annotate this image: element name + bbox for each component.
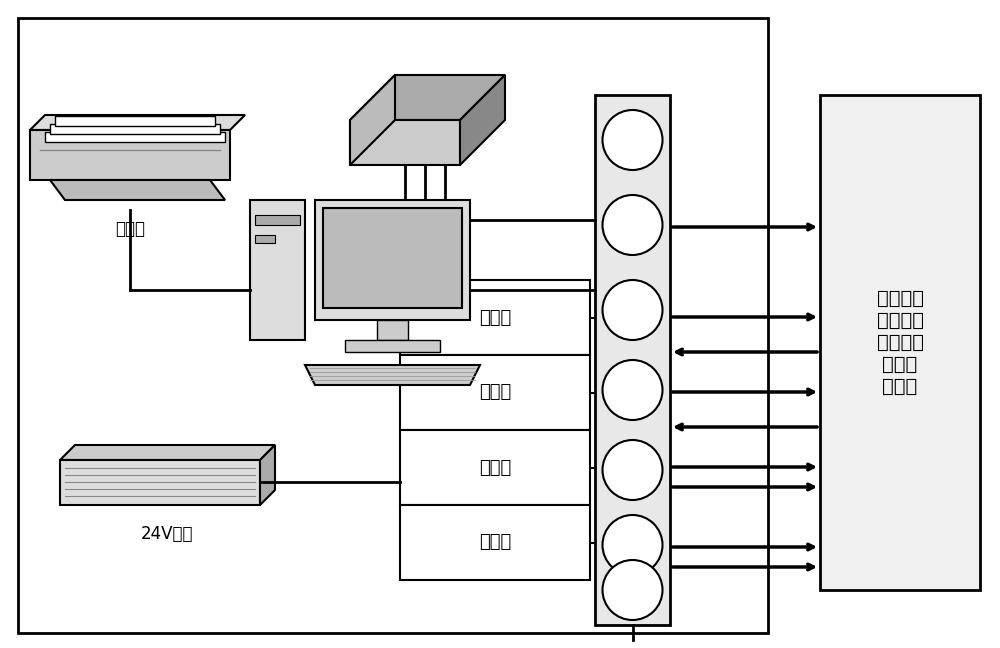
Bar [400, 430, 590, 505]
Polygon shape [60, 445, 275, 460]
Bar [820, 95, 980, 590]
Text: 24V电源: 24V电源 [141, 525, 193, 543]
Bar [315, 200, 470, 320]
Polygon shape [60, 460, 260, 505]
Circle shape [602, 440, 662, 500]
Circle shape [602, 280, 662, 340]
Bar [400, 355, 590, 430]
Circle shape [602, 360, 662, 420]
Bar [323, 208, 462, 308]
Circle shape [602, 560, 662, 620]
Polygon shape [460, 75, 505, 165]
Bar [255, 215, 300, 225]
Text: 打印机: 打印机 [115, 220, 145, 238]
Polygon shape [30, 130, 230, 180]
Polygon shape [50, 180, 225, 200]
Bar [400, 280, 590, 355]
Polygon shape [45, 132, 225, 142]
Polygon shape [260, 445, 275, 505]
Circle shape [602, 195, 662, 255]
Bar [595, 95, 670, 625]
Bar [255, 235, 275, 243]
Polygon shape [305, 365, 480, 385]
Polygon shape [50, 124, 220, 134]
Bar [250, 200, 305, 340]
Text: 电源板: 电源板 [479, 533, 511, 551]
Text: 开关板: 开关板 [479, 308, 511, 327]
Polygon shape [350, 120, 460, 165]
Polygon shape [350, 75, 505, 120]
Text: 待检测对
象（驾驶
室或者底
盘电器
系统）: 待检测对 象（驾驶 室或者底 盘电器 系统） [876, 289, 924, 396]
Bar [400, 505, 590, 580]
Bar [377, 320, 408, 340]
Circle shape [602, 110, 662, 170]
Polygon shape [350, 75, 395, 165]
Bar [345, 340, 440, 352]
Polygon shape [55, 116, 215, 126]
Polygon shape [30, 115, 245, 130]
Circle shape [602, 515, 662, 575]
Text: 负载板: 负载板 [479, 459, 511, 476]
Bar [18, 18, 768, 633]
Text: 模拟板: 模拟板 [479, 384, 511, 402]
